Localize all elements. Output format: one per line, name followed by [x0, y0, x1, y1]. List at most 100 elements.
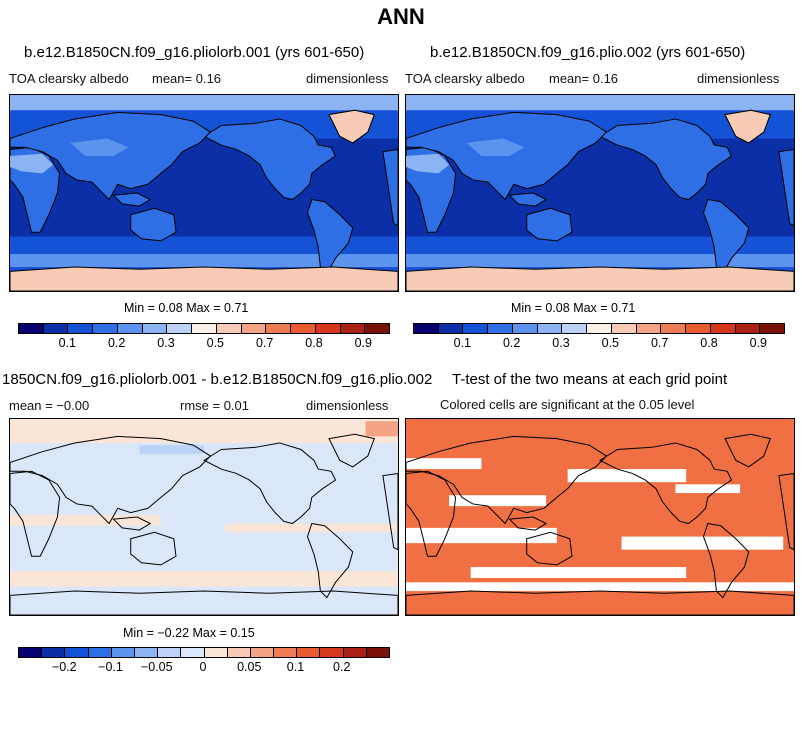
antarctica: [406, 267, 794, 291]
colorbar-swatch: [463, 324, 489, 333]
colorbar-tick-label: 0.7: [650, 336, 669, 350]
colorbar-swatch: [366, 648, 389, 657]
panel2-minmax: Min = 0.08 Max = 0.71: [511, 301, 636, 315]
colorbar-tick-label: 0: [199, 660, 207, 674]
colorbar-tick-label: 0.1: [453, 336, 472, 350]
continent: [307, 200, 352, 274]
coastline: [383, 473, 398, 549]
asia-highlight: [466, 138, 525, 156]
panel4-map: [405, 418, 795, 616]
coastline: [307, 524, 352, 598]
colorbar-swatch: [340, 324, 366, 333]
panel1-variable: TOA clearsky albedo: [9, 71, 129, 86]
continent: [509, 193, 546, 206]
coastline: [406, 591, 794, 615]
colorbar-tick-label: −0.1: [98, 660, 123, 674]
colorbar-swatch: [65, 648, 89, 657]
southern-positive-band: [10, 571, 398, 587]
coastline: [509, 517, 546, 530]
coastline: [113, 517, 150, 530]
colorbar-tick-label: 0.3: [157, 336, 175, 350]
panel4-title: T-test of the two means at each grid poi…: [452, 371, 728, 388]
continent: [10, 112, 210, 199]
colorbar-swatch: [19, 648, 43, 657]
panel4-note: Colored cells are significant at the 0.0…: [440, 397, 695, 412]
antarctica: [10, 267, 398, 291]
colorbar-tick-label: 0.9: [749, 336, 768, 350]
panel1-title: b.e12.B1850CN.f09_g16.pliolorb.001 (yrs …: [24, 44, 365, 61]
continent: [779, 149, 794, 225]
panel1-units: dimensionless: [306, 71, 389, 86]
colorbar-swatch: [93, 324, 118, 333]
panel2-mean: mean= 0.16: [549, 71, 619, 86]
colorbar-tick-label: 0.2: [107, 336, 126, 350]
non-significant-region: [449, 495, 547, 507]
colorbar-swatch: [365, 324, 390, 333]
colorbar-swatch: [142, 324, 168, 333]
colorbar-swatch: [111, 648, 135, 657]
colorbar-swatch: [88, 648, 112, 657]
coastline: [131, 532, 176, 565]
figure-title: ANN: [377, 4, 425, 29]
colorbar-swatch: [181, 648, 205, 657]
arctic-band: [10, 95, 398, 111]
colorbar-swatch: [241, 324, 267, 333]
colorbar-swatch: [192, 324, 217, 333]
colorbar-swatch: [343, 648, 367, 657]
coastline: [204, 443, 335, 524]
panel3-minmax: Min = −0.22 Max = 0.15: [123, 626, 255, 640]
non-significant-region: [406, 527, 557, 544]
panel1-minmax: Min = 0.08 Max = 0.71: [124, 301, 249, 315]
coastline: [779, 473, 794, 549]
panel1-colorbar: [18, 323, 390, 334]
panel3-map: [9, 418, 399, 616]
arctic-positive-band: [10, 419, 398, 443]
sahara-highlight: [406, 153, 450, 174]
sea-ice-edge-band: [10, 253, 398, 268]
continent: [600, 119, 731, 200]
sea-ice-edge-band: [406, 253, 794, 268]
continent: [383, 149, 398, 225]
coastline: [703, 524, 748, 598]
colorbar-swatch: [438, 324, 464, 333]
colorbar-tick-label: −0.05: [140, 660, 173, 674]
panel2-title: b.e12.B1850CN.f09_g16.plio.002 (yrs 601-…: [430, 44, 746, 61]
colorbar-swatch: [266, 324, 292, 333]
colorbar-tick-label: 0.05: [237, 660, 262, 674]
colorbar-swatch: [274, 648, 298, 657]
coastline: [527, 532, 572, 565]
non-significant-region: [470, 567, 687, 578]
non-significant-region: [567, 469, 687, 483]
continent: [131, 208, 176, 241]
colorbar-swatch: [686, 324, 711, 333]
panel3-rmse: rmse = 0.01: [180, 398, 250, 413]
positive-band: [225, 523, 398, 533]
colorbar-tick-label: 0.7: [255, 336, 274, 350]
southern-ocean-band: [10, 243, 398, 254]
greenland-ice: [329, 110, 374, 143]
negative-patch: [139, 445, 204, 454]
colorbar-swatch: [204, 648, 228, 657]
panel1-mean: mean= 0.16: [152, 71, 222, 86]
colorbar-swatch: [587, 324, 612, 333]
panel3-units: dimensionless: [306, 398, 389, 413]
panel2-variable: TOA clearsky albedo: [405, 71, 525, 86]
colorbar-swatch: [68, 324, 94, 333]
colorbar-swatch: [661, 324, 687, 333]
colorbar-tick-label: 0.3: [552, 336, 570, 350]
colorbar-tick-label: 0.8: [305, 336, 323, 350]
colorbar-tick-label: 0.5: [601, 336, 620, 350]
colorbar-swatch: [158, 648, 182, 657]
coastline: [406, 436, 606, 523]
arctic-band: [406, 95, 794, 111]
coastline: [10, 471, 60, 556]
colorbar-swatch: [760, 324, 785, 333]
colorbar-swatch: [537, 324, 563, 333]
colorbar-swatch: [611, 324, 637, 333]
colorbar-swatch: [297, 648, 321, 657]
continent: [703, 200, 748, 274]
coastline: [406, 471, 456, 556]
non-significant-region: [406, 582, 794, 592]
colorbar-tick-label: 0.8: [700, 336, 718, 350]
colorbar-swatch: [512, 324, 538, 333]
